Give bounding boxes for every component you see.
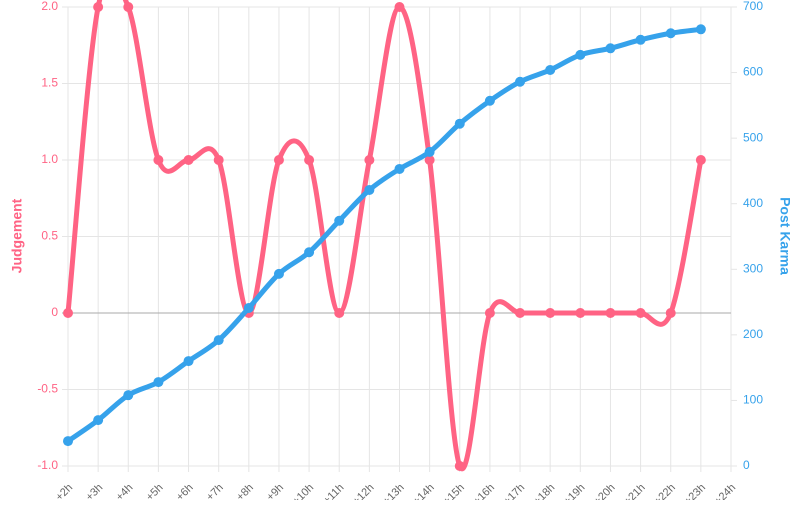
data-point <box>183 155 194 165</box>
x-tick-label: +16h <box>471 482 497 500</box>
data-point <box>665 308 676 318</box>
x-tick-label: +7h <box>204 482 226 500</box>
data-point <box>484 95 495 106</box>
x-tick-label: +22h <box>652 482 678 500</box>
data-point <box>243 302 254 313</box>
data-point <box>273 268 284 279</box>
x-tick-label: +17h <box>501 482 527 500</box>
data-point <box>394 163 405 174</box>
data-point <box>424 146 435 157</box>
data-point <box>635 308 646 318</box>
x-tick-label: +5h <box>144 482 166 500</box>
data-point <box>364 155 375 165</box>
x-tick-label: +14h <box>411 482 437 500</box>
y-tick-label: 0.5 <box>41 229 58 243</box>
y-tick-label: 1.0 <box>41 152 58 166</box>
data-point <box>273 155 284 165</box>
data-point <box>545 64 556 75</box>
x-tick-label: +21h <box>622 482 648 500</box>
y2-tick-label: 200 <box>743 327 763 341</box>
y2-tick-label: 500 <box>743 130 763 144</box>
data-point <box>454 461 465 471</box>
data-point <box>153 155 164 165</box>
y-tick-label: -1.0 <box>37 458 58 472</box>
x-tick-label: +2h <box>53 482 75 500</box>
data-point <box>484 308 495 318</box>
x-tick-label: +13h <box>381 482 407 500</box>
x-tick-label: +10h <box>290 482 316 500</box>
data-point <box>605 308 616 318</box>
data-point <box>334 308 345 318</box>
x-tick-label: +24h <box>712 482 738 500</box>
y2-tick-label: 700 <box>743 0 763 13</box>
y2-tick-label: 0 <box>743 458 750 472</box>
data-point <box>665 28 676 39</box>
y2-tick-label: 100 <box>743 393 763 407</box>
x-tick-label: +19h <box>561 482 587 500</box>
data-point <box>545 308 556 318</box>
y2-axis-title: Post Karma <box>777 197 793 275</box>
data-point <box>123 390 134 401</box>
data-point <box>93 2 104 12</box>
x-tick-label: +18h <box>531 482 557 500</box>
y2-tick-label: 300 <box>743 261 763 275</box>
data-point <box>695 24 706 35</box>
data-point <box>575 49 586 60</box>
x-tick-label: +4h <box>114 482 136 500</box>
data-point <box>213 335 224 346</box>
series-line <box>66 26 702 444</box>
y-tick-label: -0.5 <box>37 382 58 396</box>
y-tick-label: 1.5 <box>41 76 58 90</box>
x-tick-label: +11h <box>321 482 346 500</box>
x-tick-label: +15h <box>441 482 467 500</box>
data-point <box>213 155 224 165</box>
data-point <box>63 436 73 447</box>
data-point <box>515 308 526 318</box>
y-tick-label: 0 <box>51 305 58 319</box>
y-axis-title: Judgement <box>9 198 25 273</box>
series-line <box>65 0 704 472</box>
data-point <box>605 43 616 54</box>
x-tick-label: +20h <box>592 482 618 500</box>
data-point <box>304 155 315 165</box>
data-point <box>635 34 646 45</box>
data-point <box>364 184 375 195</box>
data-point <box>63 308 73 318</box>
data-point <box>515 76 526 87</box>
data-point <box>575 308 586 318</box>
data-point <box>454 118 465 129</box>
data-point <box>123 2 134 12</box>
x-tick-label: +9h <box>264 482 286 500</box>
data-point <box>394 2 405 12</box>
x-tick-label: +3h <box>84 482 106 500</box>
x-tick-label: +12h <box>351 482 377 500</box>
x-tick-label: +6h <box>174 482 196 500</box>
data-point <box>93 415 104 426</box>
data-point <box>304 247 315 258</box>
data-point <box>424 155 435 165</box>
y2-tick-label: 400 <box>743 196 763 210</box>
data-point <box>183 356 194 367</box>
x-tick-label: +8h <box>234 482 256 500</box>
x-tick-label: +23h <box>682 482 708 500</box>
y2-tick-label: 600 <box>743 65 763 79</box>
y-tick-label: 2.0 <box>41 0 58 13</box>
data-point <box>153 377 164 388</box>
data-point <box>695 155 706 165</box>
data-point <box>334 215 345 226</box>
